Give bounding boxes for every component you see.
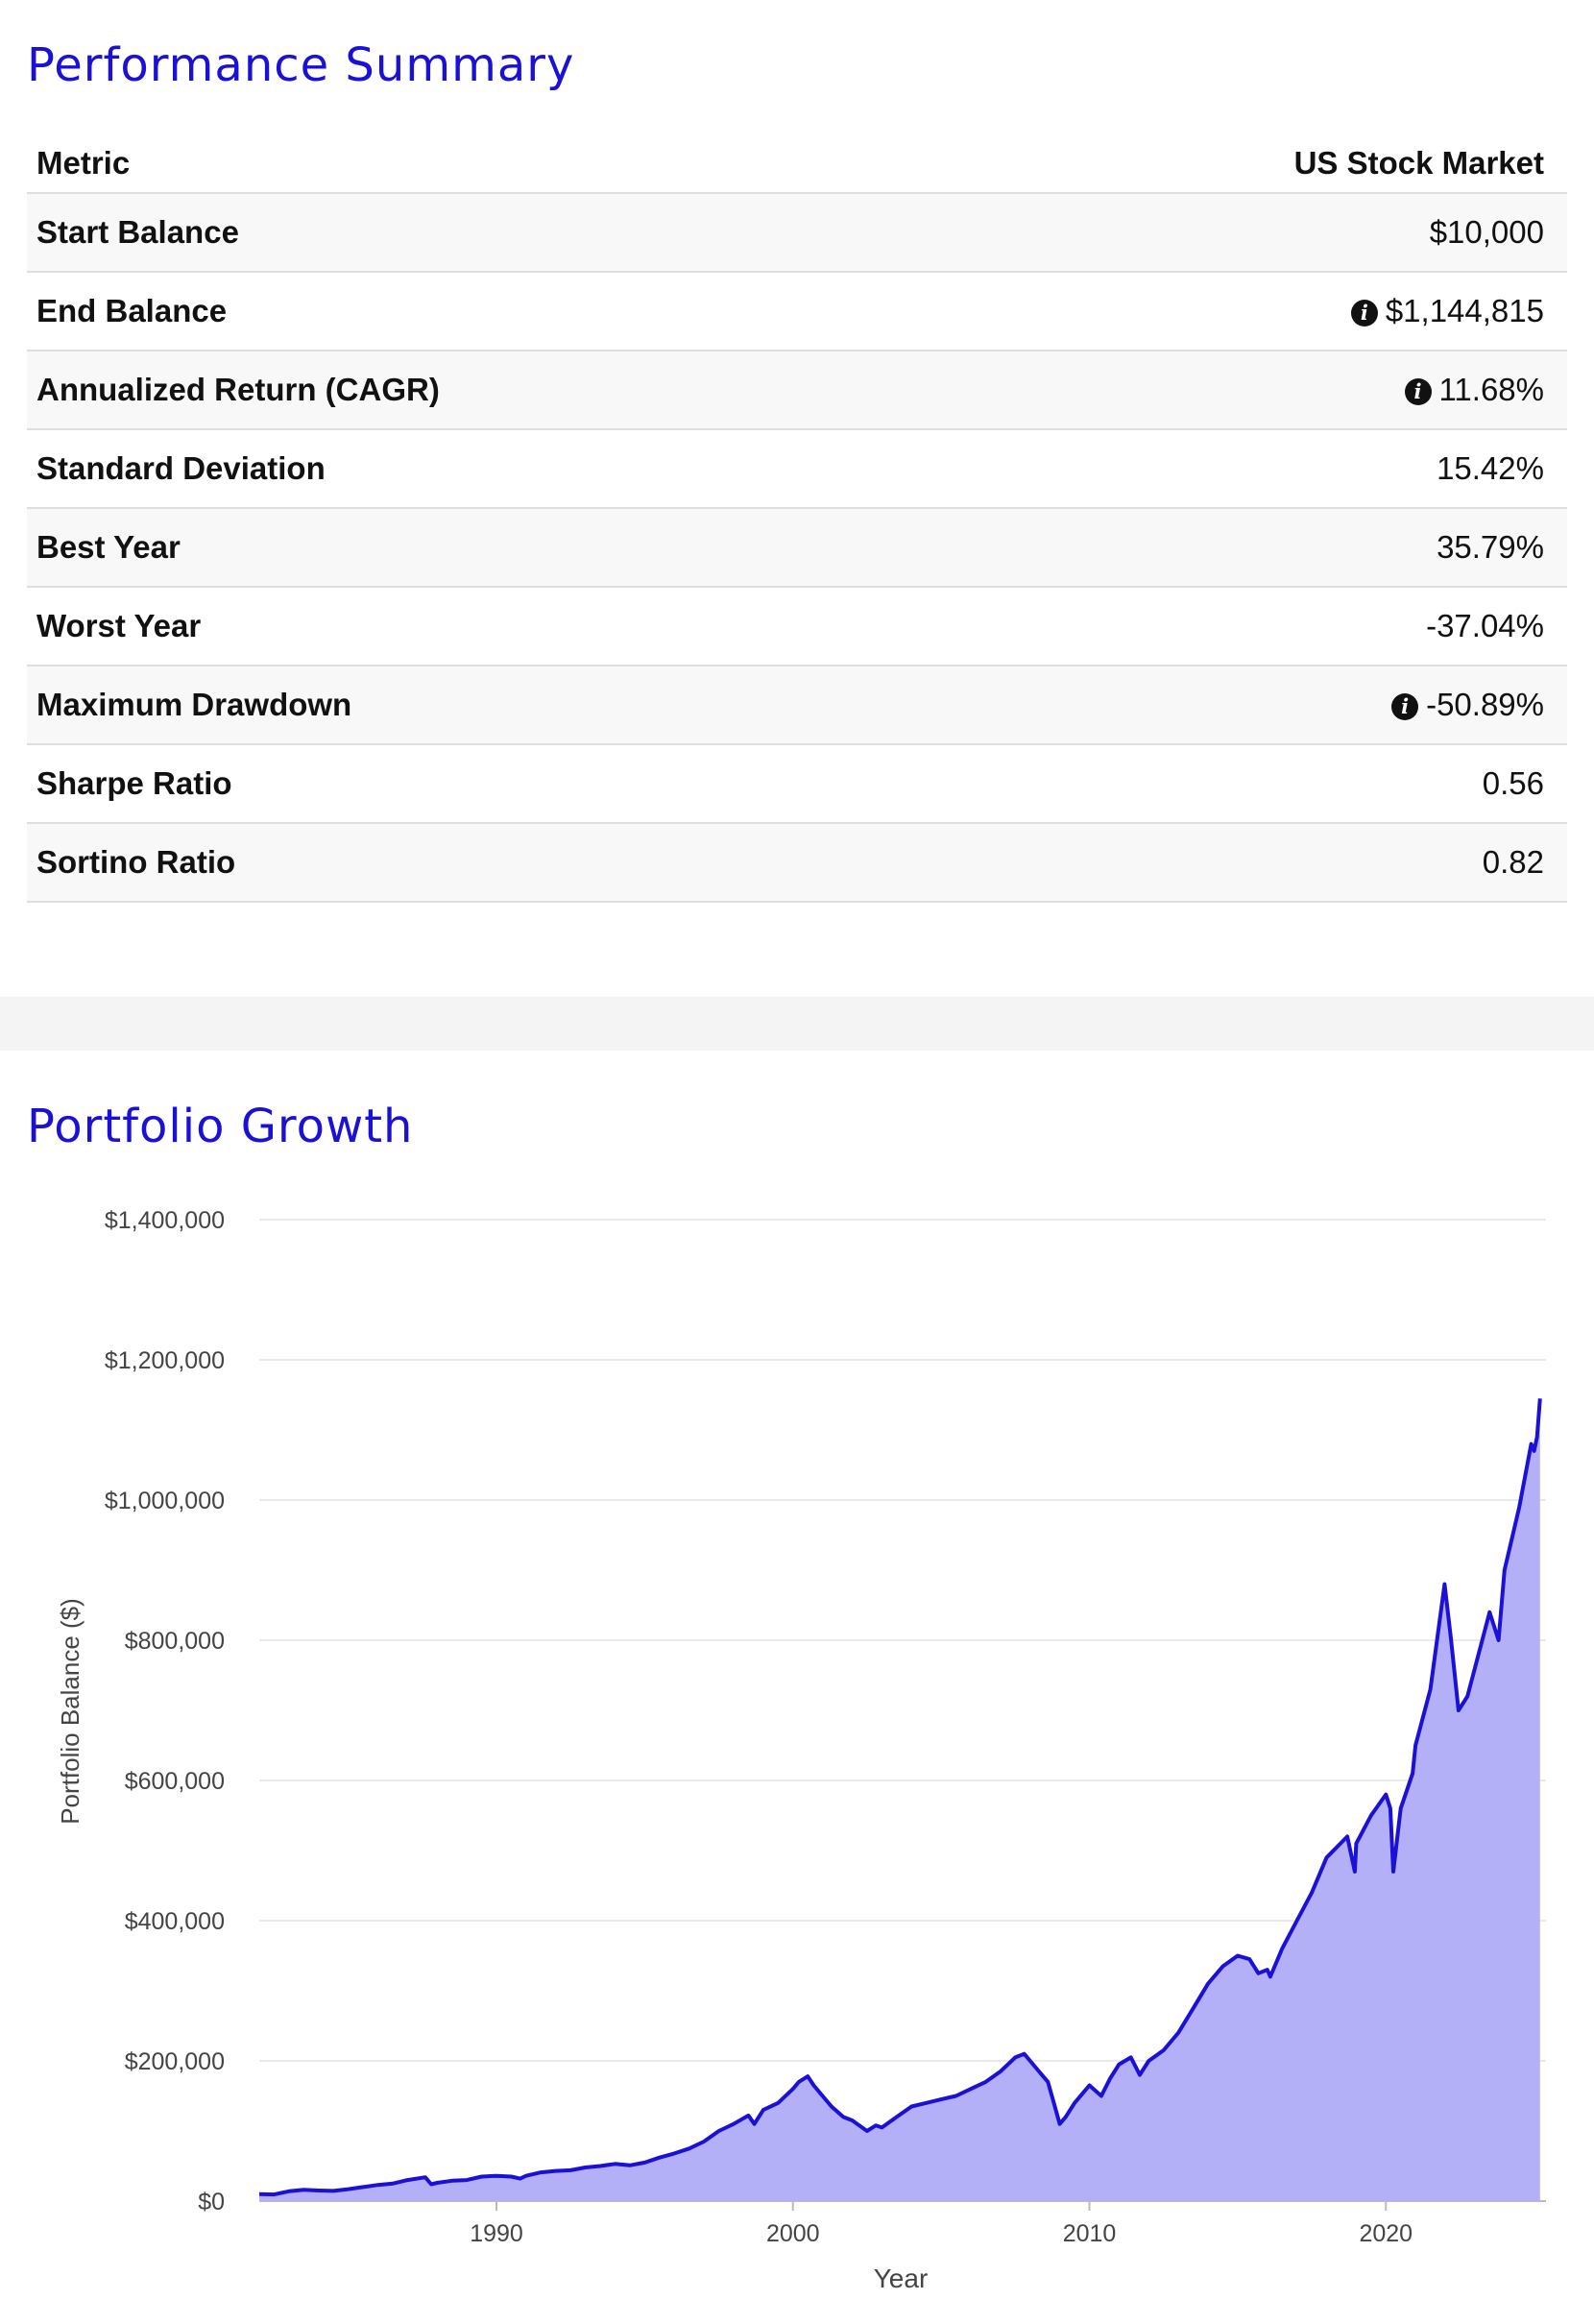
metric-value: $1,144,815	[1385, 293, 1544, 328]
metric-value-cell: 0.82	[949, 823, 1567, 903]
metric-value-cell: i -50.89%	[949, 666, 1567, 745]
metric-label: Worst Year	[27, 587, 950, 666]
metric-value: -37.04%	[1426, 608, 1544, 643]
metric-value-cell: 0.56	[949, 744, 1567, 824]
performance-table: Metric US Stock Market Start Balance $10,…	[27, 134, 1567, 903]
table-row: Sortino Ratio 0.82	[27, 823, 1567, 903]
table-row: Standard Deviation 15.42%	[27, 429, 1567, 509]
metric-value: $10,000	[1429, 214, 1544, 250]
metric-value: 15.42%	[1437, 450, 1544, 486]
y-tick-label: $800,000	[125, 1628, 225, 1655]
us-stock-market-column-header: US Stock Market	[949, 134, 1567, 194]
metric-column-header: Metric	[27, 134, 950, 194]
y-tick-label: $600,000	[125, 1768, 225, 1795]
y-axis-title: Portfolio Balance ($)	[56, 1598, 85, 1825]
table-row: Maximum Drawdown i -50.89%	[27, 666, 1567, 745]
metric-value-cell: 35.79%	[949, 508, 1567, 588]
table-row: Sharpe Ratio 0.56	[27, 744, 1567, 824]
metric-label: Best Year	[27, 508, 950, 588]
metric-label: Annualized Return (CAGR)	[27, 351, 950, 430]
metric-label: Standard Deviation	[27, 429, 950, 509]
metric-label: Sharpe Ratio	[27, 744, 950, 824]
y-tick-label: $1,000,000	[105, 1488, 225, 1514]
metric-value: 0.56	[1482, 765, 1544, 801]
x-axis-title: Year	[874, 2263, 929, 2293]
table-row: End Balance i $1,144,815	[27, 272, 1567, 351]
x-tick-label: 2000	[766, 2220, 820, 2247]
section-divider	[0, 997, 1594, 1051]
metric-value: 11.68%	[1438, 372, 1544, 407]
metric-value-cell: -37.04%	[949, 587, 1567, 666]
metric-label: Start Balance	[27, 193, 950, 273]
table-row: Start Balance $10,000	[27, 193, 1567, 273]
metric-value-cell: $10,000	[949, 193, 1567, 273]
metric-value-cell: i $1,144,815	[949, 272, 1567, 351]
metric-label: Sortino Ratio	[27, 823, 950, 903]
portfolio-balance-line	[258, 1398, 1542, 2197]
info-icon[interactable]: i	[1391, 693, 1419, 720]
y-tick-label: $400,000	[125, 1908, 225, 1935]
info-icon[interactable]: i	[1404, 378, 1432, 405]
chart-axes: $0 $200,000 $400,000 $600,000 $800,000 $1,000…	[105, 1207, 1413, 2247]
table-row: Annualized Return (CAGR) i 11.68%	[27, 351, 1567, 430]
y-tick-label: $200,000	[125, 2048, 225, 2075]
x-tick-label: 2020	[1359, 2220, 1413, 2247]
table-header-row: Metric US Stock Market	[27, 134, 1567, 194]
metric-value: 0.82	[1482, 844, 1544, 880]
info-icon[interactable]: i	[1350, 300, 1378, 327]
y-tick-label: $1,200,000	[105, 1347, 225, 1374]
table-row: Best Year 35.79%	[27, 508, 1567, 588]
metric-label: Maximum Drawdown	[27, 666, 950, 745]
portfolio-balance-area	[259, 1398, 1540, 2201]
metric-value-cell: 15.42%	[949, 429, 1567, 509]
performance-table-body: Start Balance $10,000 End Balance i $1,144,8…	[27, 193, 1567, 903]
metric-label: End Balance	[27, 272, 950, 351]
x-tick-label: 1990	[470, 2220, 523, 2247]
performance-summary-title: Performance Summary	[27, 38, 575, 92]
metric-value-cell: i 11.68%	[949, 351, 1567, 430]
metric-value: -50.89%	[1426, 687, 1544, 722]
portfolio-growth-title: Portfolio Growth	[27, 1100, 414, 1153]
metric-value: 35.79%	[1437, 529, 1544, 565]
table-row: Worst Year -37.04%	[27, 587, 1567, 666]
x-tick-label: 2010	[1063, 2220, 1117, 2247]
portfolio-growth-chart: $0 $200,000 $400,000 $600,000 $800,000 $1,000…	[56, 1207, 1546, 2293]
y-tick-label: $1,400,000	[105, 1207, 225, 1234]
y-tick-label: $0	[198, 2189, 225, 2215]
